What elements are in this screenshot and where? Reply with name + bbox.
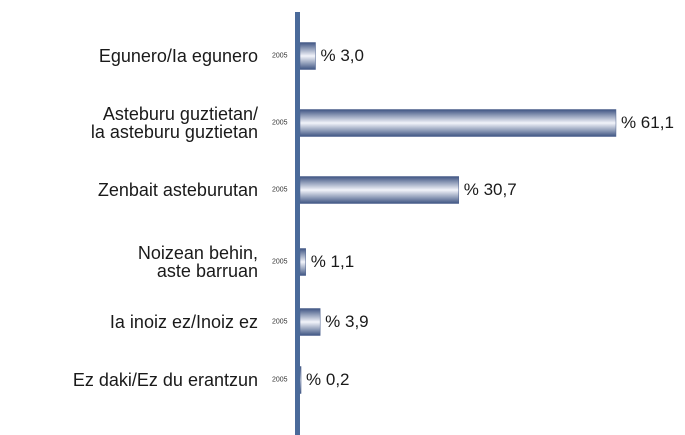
category-label: Asteburu guztietan/ la asteburu guztieta… [90, 104, 258, 142]
category-label: Ez daki/Ez du erantzun [72, 370, 258, 390]
bar [299, 176, 460, 204]
bar [299, 248, 306, 276]
value-label: % 3,9 [325, 312, 369, 331]
category-label: Noizean behin, aste barruan [137, 243, 258, 281]
value-label: % 30,7 [463, 180, 517, 199]
series-label: 2005 [272, 258, 288, 266]
series-label: 2005 [272, 52, 288, 60]
series-label: 2005 [272, 186, 288, 194]
series-label: 2005 [272, 376, 288, 384]
series-label: 2005 [272, 119, 288, 127]
value-label: % 1,1 [310, 252, 355, 271]
category-label: Ia inoiz ez/Inoiz ez [109, 312, 258, 332]
category-label: Egunero/Ia egunero [98, 46, 258, 66]
bar [299, 109, 617, 137]
value-label: % 61,1 [620, 113, 674, 132]
category-label: Zenbait asteburutan [97, 180, 258, 200]
axis-line [295, 12, 300, 435]
bar [299, 366, 302, 394]
value-label: % 0,2 [306, 370, 350, 389]
bar [299, 308, 321, 336]
series-label: 2005 [272, 318, 288, 326]
bar [299, 42, 316, 70]
value-label: % 3,0 [320, 46, 364, 65]
